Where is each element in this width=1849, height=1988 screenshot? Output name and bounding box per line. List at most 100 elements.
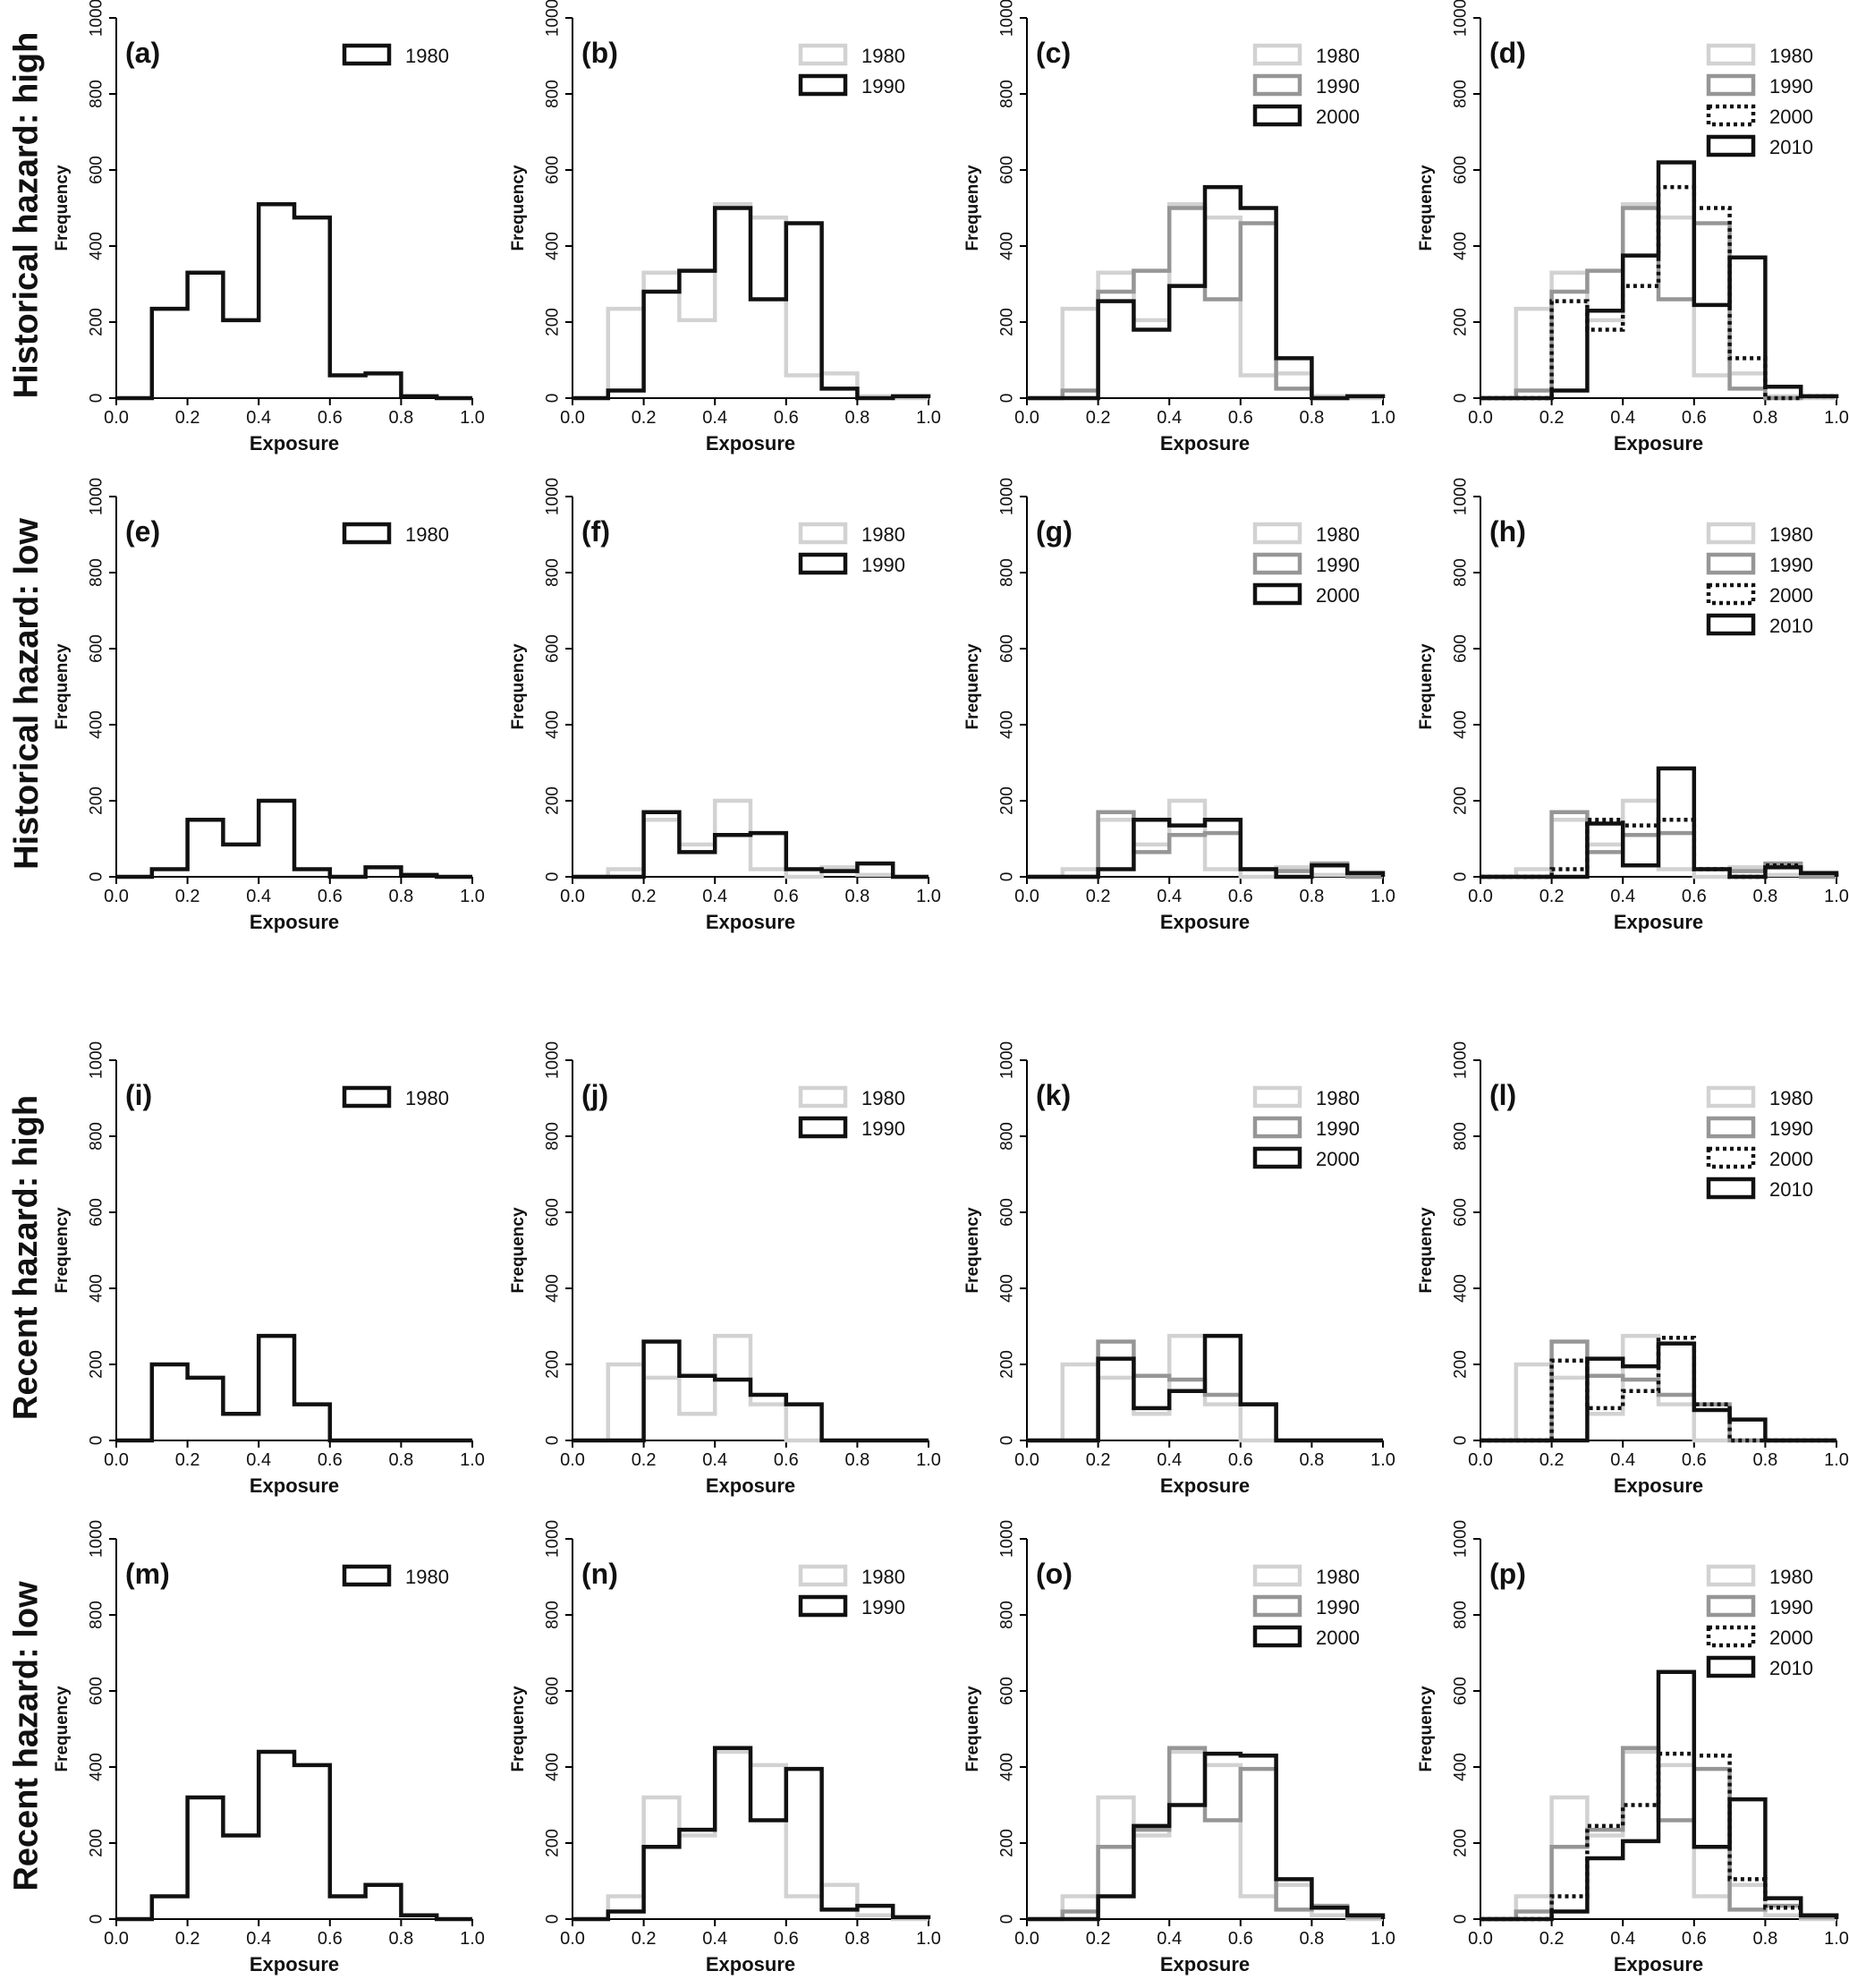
legend-swatch-1990 xyxy=(798,1594,848,1618)
y-axis-label: Frequency xyxy=(1417,165,1436,251)
y-axis-label: Frequency xyxy=(963,1686,982,1772)
x-tick-label: 0.2 xyxy=(1539,1929,1565,1949)
legend-label-1990: 1990 xyxy=(861,1117,905,1140)
panel-label: (i) xyxy=(125,1079,152,1111)
y-tick-label: 400 xyxy=(998,232,1017,260)
y-tick-label: 400 xyxy=(544,710,563,739)
legend-label-2000: 2000 xyxy=(1316,584,1360,607)
series-2010-line xyxy=(1480,766,1839,879)
x-tick-label: 0.2 xyxy=(1539,1450,1565,1470)
x-axis-label: Exposure xyxy=(706,911,795,933)
panel-label: (m) xyxy=(125,1558,170,1590)
x-tick-label: 0.6 xyxy=(774,1929,799,1949)
legend-swatch-2010 xyxy=(1706,134,1756,157)
x-tick-label: 0.2 xyxy=(1086,1929,1111,1949)
y-tick-label: 400 xyxy=(998,1274,1017,1303)
y-tick-label: 0 xyxy=(998,394,1017,404)
y-tick-label: 400 xyxy=(998,1753,1017,1781)
legend-swatch-2000 xyxy=(1706,1146,1756,1169)
legend-label-1980: 1980 xyxy=(861,1087,905,1109)
x-axis-label: Exposure xyxy=(1160,1474,1250,1497)
y-tick-label: 800 xyxy=(88,80,106,108)
x-tick-label: 0.6 xyxy=(774,887,799,906)
x-axis-label: Exposure xyxy=(250,1953,339,1975)
y-tick-label: 200 xyxy=(998,1350,1017,1379)
legend-label-1980: 1980 xyxy=(1316,45,1360,67)
y-axis-label: Frequency xyxy=(53,1207,72,1294)
legend-swatch-1980 xyxy=(1706,522,1756,545)
series-2000-line xyxy=(1480,184,1839,401)
x-tick-label: 0.0 xyxy=(1468,408,1493,428)
x-tick-label: 0.0 xyxy=(560,887,585,906)
x-tick-label: 1.0 xyxy=(916,408,941,428)
y-tick-label: 400 xyxy=(88,1753,106,1781)
y-axis-label: Frequency xyxy=(1417,643,1436,730)
legend-swatch-1980 xyxy=(342,43,392,66)
y-tick-label: 600 xyxy=(998,1198,1017,1227)
y-axis-label: Frequency xyxy=(53,643,72,730)
y-tick-label: 400 xyxy=(544,232,563,260)
y-tick-label: 0 xyxy=(1452,1436,1471,1446)
x-tick-label: 0.8 xyxy=(388,1450,413,1470)
x-tick-label: 0.0 xyxy=(104,887,129,906)
legend-label-1980: 1980 xyxy=(1316,1087,1360,1109)
legend-label-1990: 1990 xyxy=(1769,554,1813,576)
x-tick-label: 0.0 xyxy=(560,408,585,428)
legend-label-2010: 2010 xyxy=(1769,136,1813,158)
legend-swatch-1980 xyxy=(1706,43,1756,66)
y-tick-label: 200 xyxy=(1452,1350,1471,1379)
series-2000-line xyxy=(1480,1751,1839,1922)
y-tick-label: 400 xyxy=(88,1274,106,1303)
x-tick-label: 0.8 xyxy=(1299,1929,1324,1949)
y-axis-label: Frequency xyxy=(509,1686,528,1772)
y-tick-label: 200 xyxy=(88,1350,106,1379)
series-1980-line xyxy=(116,202,472,401)
panel-d: 0 200 400 600 800 1000 0.0 0.2 0.4 0.6 0.8 1.0 Expos… xyxy=(1417,0,1849,455)
y-tick-label: 200 xyxy=(1452,308,1471,336)
y-tick-label: 400 xyxy=(88,232,106,260)
x-tick-label: 1.0 xyxy=(1370,1450,1395,1470)
legend-label-2010: 2010 xyxy=(1769,1657,1813,1679)
x-tick-label: 1.0 xyxy=(1370,408,1395,428)
y-tick-label: 600 xyxy=(1452,156,1471,184)
x-tick-label: 0.4 xyxy=(1157,1929,1182,1949)
panel-f: 0 200 400 600 800 1000 0.0 0.2 0.4 0.6 0.8 1.0 Expos… xyxy=(509,478,941,933)
series-2010-line xyxy=(1480,1341,1836,1443)
y-tick-label: 0 xyxy=(88,394,106,404)
legend-swatch-1980 xyxy=(798,1564,848,1587)
legend-swatch-1990 xyxy=(798,73,848,97)
legend-swatch-1990 xyxy=(1706,552,1756,575)
x-tick-label: 0.8 xyxy=(1752,408,1777,428)
y-tick-label: 200 xyxy=(88,786,106,815)
y-tick-label: 600 xyxy=(998,1677,1017,1705)
x-tick-label: 0.2 xyxy=(1539,408,1565,428)
y-tick-label: 400 xyxy=(1452,710,1471,739)
panel-label: (f) xyxy=(581,515,610,548)
y-tick-label: 200 xyxy=(544,1829,563,1857)
y-tick-label: 0 xyxy=(998,1915,1017,1924)
x-tick-label: 0.4 xyxy=(702,1450,727,1470)
x-tick-label: 0.2 xyxy=(632,1929,657,1949)
legend-label-2000: 2000 xyxy=(1769,106,1813,128)
y-tick-label: 600 xyxy=(88,1198,106,1227)
x-tick-label: 0.8 xyxy=(844,887,869,906)
y-tick-label: 0 xyxy=(544,1436,563,1446)
x-tick-label: 0.6 xyxy=(318,408,343,428)
x-tick-label: 1.0 xyxy=(460,1929,485,1949)
x-tick-label: 0.0 xyxy=(1014,887,1039,906)
x-tick-label: 0.0 xyxy=(560,1450,585,1470)
x-axis-label: Exposure xyxy=(250,1474,339,1497)
y-tick-label: 0 xyxy=(998,1436,1017,1446)
y-axis-label: Frequency xyxy=(1417,1207,1436,1294)
x-tick-label: 0.4 xyxy=(246,1929,271,1949)
legend-swatch-2000 xyxy=(1706,582,1756,606)
y-tick-label: 200 xyxy=(544,786,563,815)
y-tick-label: 800 xyxy=(544,558,563,587)
legend-swatch-1980 xyxy=(1252,1564,1302,1587)
panel-label: (e) xyxy=(125,515,160,548)
x-tick-label: 0.2 xyxy=(175,1929,200,1949)
y-tick-label: 800 xyxy=(998,80,1017,108)
panel-label: (p) xyxy=(1489,1558,1526,1590)
x-tick-label: 0.0 xyxy=(104,408,129,428)
y-tick-label: 1000 xyxy=(88,1520,106,1558)
